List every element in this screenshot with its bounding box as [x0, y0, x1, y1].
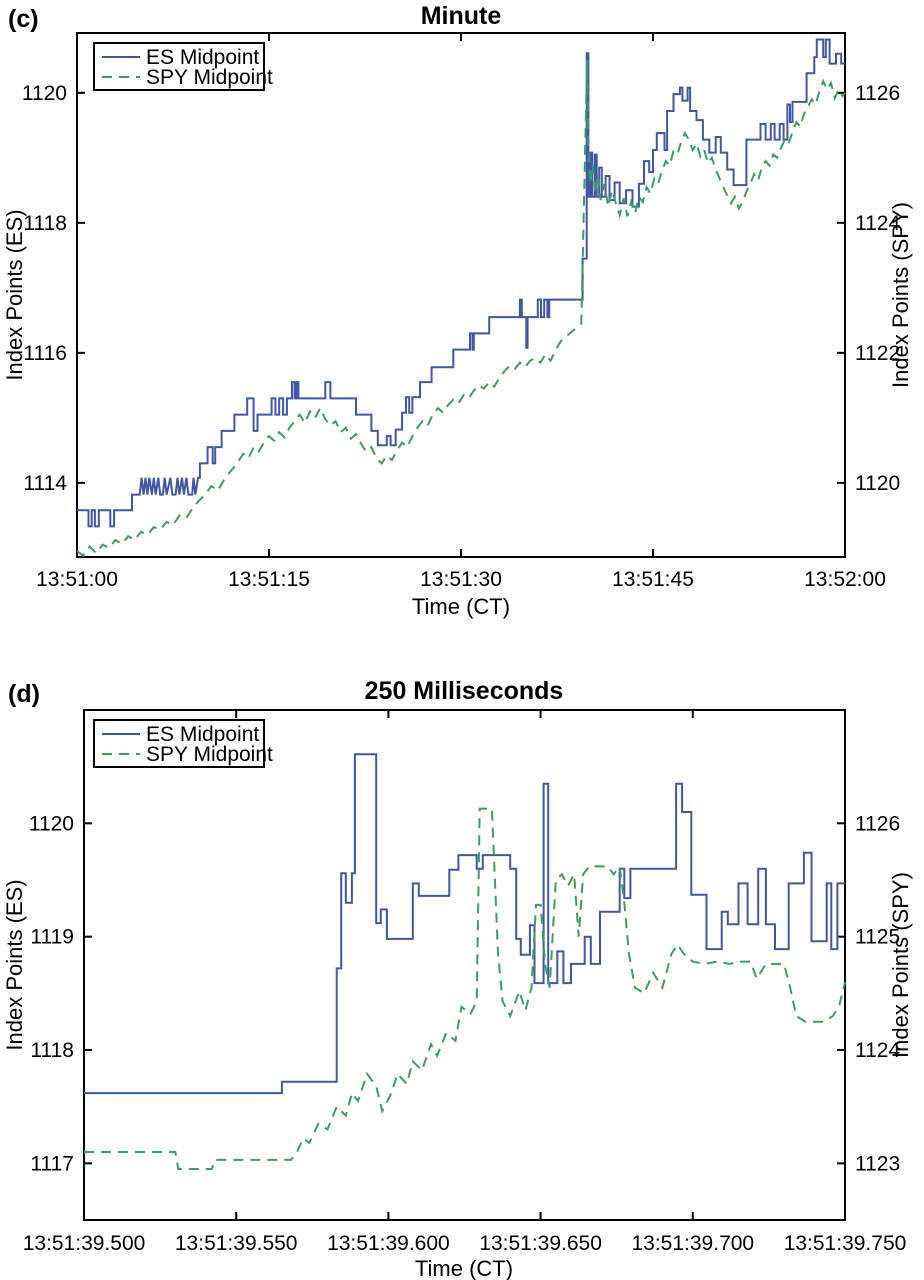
x-tick-label: 13:51:30	[420, 568, 502, 591]
plot-frame	[76, 32, 846, 558]
legend-box	[93, 719, 265, 768]
plot-frame	[83, 709, 846, 1221]
y-right-tick-label: 1126	[855, 812, 900, 835]
y-right-tick-label: 1122	[855, 342, 900, 365]
y-left-tick-label: 1118	[30, 1039, 74, 1062]
y-left-tick-label: 1116	[23, 342, 67, 365]
spy-midpoint-line	[84, 807, 846, 1170]
y-left-tick-label: 1114	[23, 472, 67, 495]
panel-d-250ms-chart: (d) 250 Milliseconds 13:51:39.500 13:51:39.…	[2, 677, 913, 1280]
y-right-axis-label: Index Points (SPY)	[888, 872, 913, 1058]
y-right-tick-label: 1123	[855, 1152, 900, 1175]
legend-box	[93, 42, 265, 91]
y-left-tick-label: 1120	[22, 82, 67, 105]
x-axis-label: Time (CT)	[412, 594, 510, 619]
chart-title: 250 Milliseconds	[365, 677, 564, 705]
y-left-tick-label: 1120	[29, 812, 74, 835]
legend-label: ES Midpoint	[146, 46, 259, 69]
y-left-tick-label: 1118	[23, 212, 67, 235]
legend-label: ES Midpoint	[146, 723, 259, 746]
x-tick-label: 13:51:39.550	[175, 1232, 298, 1255]
legend-label: SPY Midpoint	[146, 66, 273, 89]
y-left-tick-label: 1117	[30, 1152, 74, 1175]
x-tick-label: 13:51:15	[228, 568, 310, 591]
x-tick-label: 13:51:39.650	[479, 1232, 602, 1255]
x-tick-label: 13:51:39.700	[631, 1232, 754, 1255]
y-right-tick-label: 1120	[855, 472, 900, 495]
y-right-tick-label: 1125	[855, 926, 900, 949]
x-tick-label: 13:51:39.500	[23, 1232, 146, 1255]
y-right-tick-label: 1126	[855, 82, 900, 105]
panel-corner-label: (d)	[8, 680, 40, 708]
y-left-axis-label: Index Points (ES)	[2, 209, 27, 380]
es-midpoint-line	[77, 38, 845, 528]
x-tick-label: 13:51:00	[36, 568, 118, 591]
es-midpoint-line	[84, 753, 845, 1095]
y-right-tick-label: 1124	[855, 1039, 900, 1062]
chart-title: Minute	[421, 2, 502, 30]
x-axis-label: Time (CT)	[415, 1256, 513, 1280]
y-left-tick-label: 1119	[30, 926, 74, 949]
y-left-axis-label: Index Points (ES)	[2, 879, 27, 1050]
x-tick-label: 13:51:45	[612, 568, 694, 591]
x-tick-label: 13:51:39.600	[327, 1232, 450, 1255]
panel-corner-label: (c)	[8, 5, 39, 33]
legend-label: SPY Midpoint	[146, 743, 273, 766]
x-tick-label: 13:51:39.750	[784, 1232, 907, 1255]
y-right-tick-label: 1124	[855, 212, 900, 235]
spy-midpoint-line	[76, 60, 846, 558]
x-tick-label: 13:52:00	[804, 568, 886, 591]
panel-c-minute-chart: (c) Minute 13:51:00 13:51:15 13:51:30 13:51:4…	[2, 2, 913, 619]
y-right-axis-label: Index Points (SPY)	[888, 202, 913, 388]
